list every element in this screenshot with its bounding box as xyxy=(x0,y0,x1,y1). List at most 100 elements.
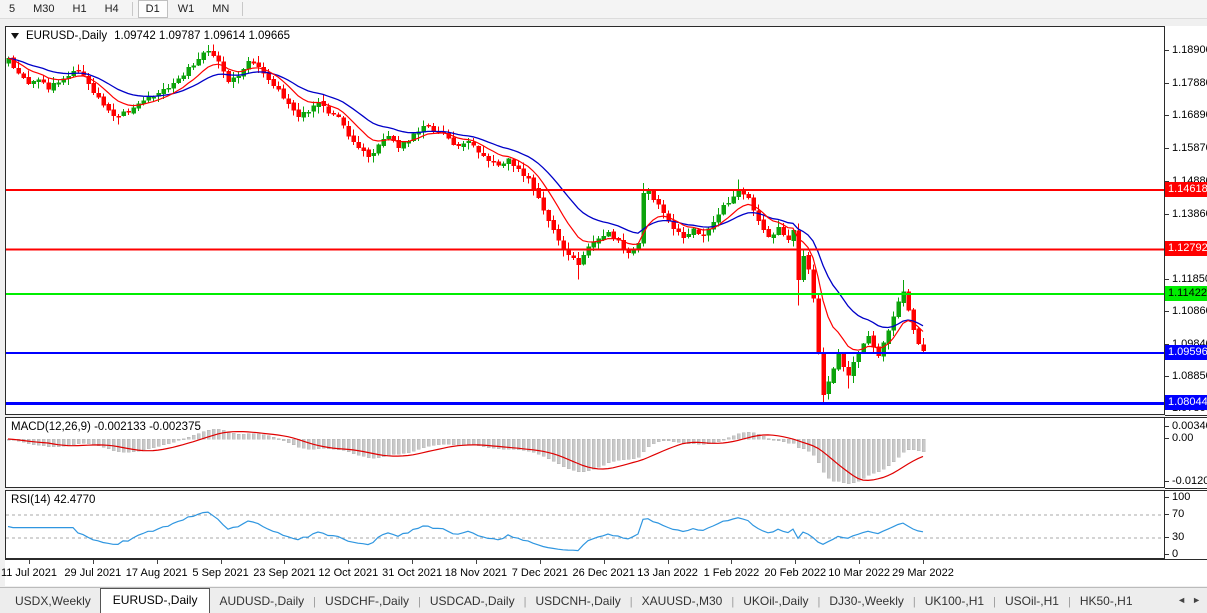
chart-tab-usdx-weekly[interactable]: USDX,Weekly xyxy=(15,594,91,608)
chart-tab-bar: USDX,Weekly EURUSD-,Daily AUDUSD-,Daily | US… xyxy=(0,587,1207,613)
chart-tab-audusd-daily[interactable]: AUDUSD-,Daily xyxy=(219,594,305,608)
tab-scroll-arrows: ◄ ► xyxy=(1177,595,1207,613)
axis-panel-separator xyxy=(1165,488,1207,489)
timeframe-button-d1[interactable]: D1 xyxy=(137,0,168,18)
price-axis-tick-label: 1.11850 xyxy=(1172,272,1207,285)
price-level-badge: 1.11422 xyxy=(1165,285,1207,301)
timeframe-button-w1[interactable]: W1 xyxy=(177,3,195,15)
macd-axis-tickmark xyxy=(1165,480,1169,482)
rsi-axis-tickmark xyxy=(1165,536,1169,538)
tab-separator: | xyxy=(1067,596,1071,608)
tab-separator: | xyxy=(731,596,735,608)
chart-tab-eurusd-daily[interactable]: EURUSD-,Daily xyxy=(99,588,211,613)
time-axis-date-label: 11 Jul 2021 xyxy=(0,567,58,579)
rsi-axis-tickmark xyxy=(1165,554,1169,555)
chart-tab-dj30-weekly[interactable]: DJ30-,Weekly xyxy=(829,594,904,608)
rsi-axis-tick-label: 30 xyxy=(1172,530,1185,543)
time-axis-tickmark xyxy=(412,560,414,564)
chart-tab-hk50-h1[interactable]: HK50-,H1 xyxy=(1079,594,1133,608)
timeframe-button-5[interactable]: 5 xyxy=(9,3,16,15)
time-axis[interactable]: 11 Jul 2021 29 Jul 2021 17 Aug 2021 5 Sep 2… xyxy=(1,559,1207,586)
time-axis-tickmark xyxy=(156,560,158,564)
price-level-badge: 1.08044 xyxy=(1165,395,1207,411)
price-axis-tick-label: 1.15870 xyxy=(1172,142,1207,155)
axis-panel-separator xyxy=(1165,417,1207,418)
macd-axis-tick-label: -0.01205 xyxy=(1172,474,1207,487)
chart-tab-usdcnh-daily[interactable]: USDCNH-,Daily xyxy=(535,594,621,608)
chart-tab-uk100-h1[interactable]: UK100-,H1 xyxy=(924,594,985,608)
timeframe-button-h4[interactable]: H4 xyxy=(104,3,119,15)
timeframe-button-mn[interactable]: MN xyxy=(212,3,230,15)
time-axis-date-label: 1 Feb 2022 xyxy=(703,567,760,579)
timeframe-toolbar: 5 M30 H1 H4 D1 W1 MN xyxy=(0,0,1207,19)
symbol-dropdown-icon[interactable] xyxy=(11,33,19,39)
time-axis-date-label: 26 Dec 2021 xyxy=(572,567,635,579)
macd-axis-tick-label: 0.00 xyxy=(1172,432,1194,444)
rsi-chart-canvas[interactable] xyxy=(6,491,1164,558)
time-axis-tickmark xyxy=(795,560,797,564)
tab-separator: | xyxy=(993,596,996,608)
time-axis-tickmark xyxy=(731,560,733,564)
price-axis-tick-label: 1.13860 xyxy=(1172,207,1207,220)
ohlc-values: 1.09742 1.09787 1.09614 1.09665 xyxy=(114,30,291,42)
candlestick-chart-canvas[interactable] xyxy=(6,27,1164,414)
symbol-label: EURUSD-,Daily xyxy=(26,30,108,42)
time-axis-date-label: 17 Aug 2021 xyxy=(125,567,188,579)
tab-separator: | xyxy=(817,596,821,608)
time-axis-tickmark xyxy=(667,560,669,564)
price-axis-tick-label: 1.10860 xyxy=(1172,305,1207,318)
rsi-label: RSI(14) 42.4770 xyxy=(11,494,96,506)
macd-axis-tickmark xyxy=(1165,425,1169,427)
chart-tab-usdchf-daily[interactable]: USDCHF-,Daily xyxy=(325,594,410,608)
time-axis-tickmark xyxy=(922,560,924,564)
tab-separator: | xyxy=(418,596,421,608)
rsi-axis-tickmark xyxy=(1165,497,1169,498)
toolbar-separator xyxy=(242,2,244,16)
time-axis-date-label: 5 Sep 2021 xyxy=(192,567,249,579)
time-axis-date-label: 31 Oct 2021 xyxy=(382,567,443,579)
time-axis-tickmark xyxy=(92,560,94,564)
price-axis-tick-label: 1.17880 xyxy=(1172,77,1207,90)
macd-chart-canvas[interactable] xyxy=(6,418,1164,487)
price-axis[interactable]: 1.189001.178801.168901.158701.148801.138… xyxy=(1165,26,1207,560)
tab-scroll-left-icon[interactable]: ◄ xyxy=(1177,595,1187,605)
tab-separator: | xyxy=(912,596,916,608)
time-axis-date-label: 20 Feb 2022 xyxy=(764,567,827,579)
rsi-axis-tick-label: 0 xyxy=(1172,548,1179,560)
time-axis-tickmark xyxy=(220,560,222,564)
chart-tab-ukoil-daily[interactable]: UKOil-,Daily xyxy=(743,594,809,608)
time-axis-date-label: 7 Dec 2021 xyxy=(511,567,568,579)
timeframe-button-m30[interactable]: M30 xyxy=(33,3,55,15)
price-level-badge: 1.14618 xyxy=(1165,182,1207,198)
time-axis-tickmark xyxy=(539,560,541,564)
tab-separator: | xyxy=(523,596,527,608)
time-axis-date-label: 12 Oct 2021 xyxy=(318,567,379,579)
chart-tab-usdcad-daily[interactable]: USDCAD-,Daily xyxy=(429,594,515,608)
rsi-line xyxy=(7,511,924,552)
rsi-indicator-panel[interactable]: RSI(14) 42.4770 xyxy=(5,490,1165,559)
price-axis-tickmark xyxy=(1165,376,1169,378)
ma-slow-line xyxy=(7,57,924,329)
tab-scroll-right-icon[interactable]: ► xyxy=(1192,595,1201,605)
chart-tab-usoil-h1[interactable]: USOil-,H1 xyxy=(1004,594,1059,608)
price-chart-panel[interactable]: EURUSD-,Daily 1.09742 1.09787 1.09614 1.… xyxy=(5,26,1165,415)
timeframe-button-h1[interactable]: H1 xyxy=(72,3,87,15)
chart-tab-xauusd-m30[interactable]: XAUUSD-,M30 xyxy=(641,594,723,608)
time-axis-date-label: 29 Mar 2022 xyxy=(892,567,954,579)
time-axis-tickmark xyxy=(475,560,477,564)
axis-panel-separator xyxy=(1165,490,1207,491)
price-axis-tickmark xyxy=(1165,83,1169,85)
price-level-badge: 1.12792 xyxy=(1165,241,1207,257)
axis-panel-separator xyxy=(1165,415,1207,416)
price-axis-tickmark xyxy=(1165,311,1169,313)
price-axis-tickmark xyxy=(1165,278,1169,280)
price-axis-tick-label: 1.08850 xyxy=(1172,370,1207,383)
rsi-axis-tick-label: 70 xyxy=(1172,508,1185,521)
chart-title: EURUSD-,Daily 1.09742 1.09787 1.09614 1.… xyxy=(11,30,290,42)
macd-label: MACD(12,26,9) -0.002133 -0.002375 xyxy=(11,421,201,433)
price-axis-tickmark xyxy=(1165,148,1169,150)
time-axis-date-label: 29 Jul 2021 xyxy=(64,567,122,579)
macd-indicator-panel[interactable]: MACD(12,26,9) -0.002133 -0.002375 xyxy=(5,417,1165,488)
price-axis-tickmark xyxy=(1165,115,1169,117)
